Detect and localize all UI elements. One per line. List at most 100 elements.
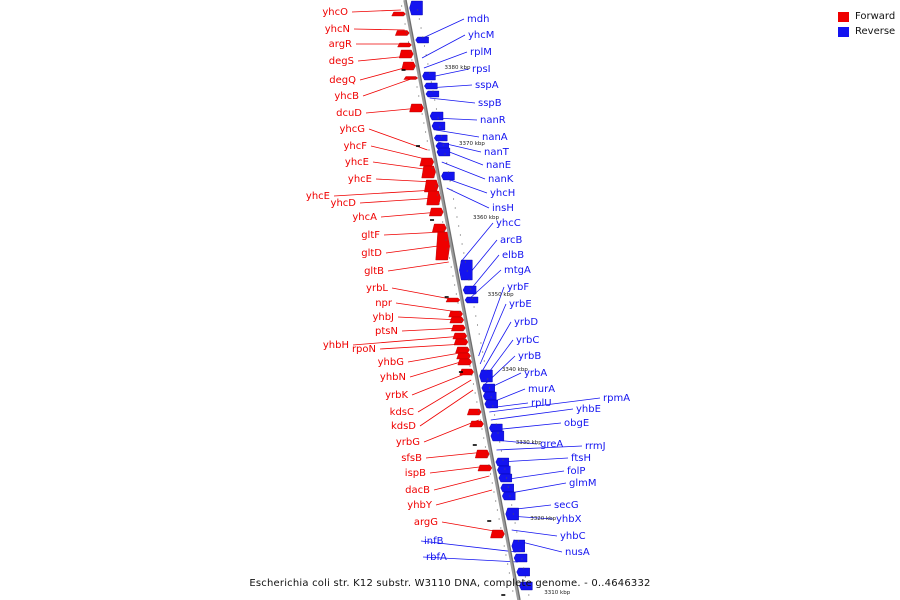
reverse-gene-block xyxy=(489,423,503,433)
leader-line xyxy=(421,34,466,59)
gene-label-argR: argR xyxy=(329,39,352,50)
leader-line xyxy=(441,161,486,180)
leader-line xyxy=(420,540,516,553)
reverse-gene-block xyxy=(459,259,473,281)
leader-line xyxy=(446,187,490,209)
reverse-gene-block xyxy=(415,36,429,44)
leader-line xyxy=(479,303,507,365)
gene-label-yhbJ: yhbJ xyxy=(372,312,394,323)
gene-label-yrbB: yrbB xyxy=(518,351,541,362)
tick-label: 3310 kbp xyxy=(544,590,570,596)
forward-gene-block xyxy=(448,310,463,318)
gene-label-sfsB: sfsB xyxy=(401,453,422,464)
forward-gene-block xyxy=(403,76,419,80)
gene-label-yrbA: yrbA xyxy=(524,368,547,379)
gene-label-folP: folP xyxy=(567,466,585,477)
gene-label-nanR: nanR xyxy=(480,115,506,126)
leader-line xyxy=(425,451,485,459)
gene-label-yhcE: yhcE xyxy=(306,191,330,202)
forward-gene-block xyxy=(451,324,466,332)
forward-gene-block xyxy=(401,61,416,71)
gene-label-infB: infB xyxy=(424,536,444,547)
gene-label-yhbX: yhbX xyxy=(556,514,582,525)
gene-label-glmM: glmM xyxy=(569,478,597,489)
gene-label-rplU: rplU xyxy=(531,398,552,409)
gene-label-yrbL: yrbL xyxy=(366,283,388,294)
gene-label-rbfA: rbfA xyxy=(426,552,447,563)
leader-line xyxy=(502,470,565,481)
reverse-gene-block xyxy=(462,285,477,295)
leader-line xyxy=(433,475,490,491)
map-caption: Escherichia coli str. K12 substr. W3110 … xyxy=(249,578,651,589)
leader-line xyxy=(359,197,437,204)
forward-gene-block xyxy=(477,464,493,472)
leader-line xyxy=(419,389,474,427)
leader-line xyxy=(401,327,462,332)
leader-line xyxy=(481,321,512,373)
reverse-gene-block xyxy=(516,567,530,577)
gene-label-greA: greA xyxy=(540,439,563,450)
leader-line xyxy=(490,408,574,421)
reverse-gene-block xyxy=(511,539,525,553)
gene-label-yrbE: yrbE xyxy=(509,299,532,310)
leader-line xyxy=(441,521,501,533)
gene-label-sspA: sspA xyxy=(475,80,499,91)
forward-gene-block xyxy=(394,30,410,36)
gene-label-rpmA: rpmA xyxy=(603,393,630,404)
forward-gene-block xyxy=(391,11,406,17)
gene-label-yrbC: yrbC xyxy=(516,335,539,346)
gene-label-secG: secG xyxy=(554,500,579,511)
leader-line xyxy=(372,161,432,171)
reverse-gene-block xyxy=(435,142,449,150)
gene-label-yhcD: yhcD xyxy=(331,198,357,209)
legend-forward-label: Forward xyxy=(855,11,896,22)
leader-line xyxy=(352,335,463,346)
gene-label-yhcM: yhcM xyxy=(468,30,494,41)
gene-label-yhbG: yhbG xyxy=(378,357,404,368)
leader-line xyxy=(370,145,430,161)
gene-label-yhcG: yhcG xyxy=(339,124,365,135)
leader-line xyxy=(422,556,518,563)
leader-line xyxy=(379,343,465,350)
forward-gene-block xyxy=(490,529,505,539)
leader-line xyxy=(407,351,466,363)
legend-item-forward: Forward xyxy=(838,9,898,24)
leader-line xyxy=(435,129,480,138)
gene-label-kdsD: kdsD xyxy=(391,421,416,432)
reverse-gene-block xyxy=(436,147,451,157)
forward-gene-block xyxy=(445,297,461,303)
gene-label-ftsH: ftsH xyxy=(571,453,591,464)
leader-line xyxy=(391,287,457,301)
gene-label-kdsC: kdsC xyxy=(390,407,414,418)
gene-label-yhbY: yhbY xyxy=(407,500,433,511)
gene-label-arcB: arcB xyxy=(500,235,523,246)
gene-label-yhcB: yhcB xyxy=(334,91,359,102)
leader-line xyxy=(417,379,472,413)
forward-gene-block xyxy=(435,231,450,261)
leader-line xyxy=(387,261,449,272)
gene-label-gltD: gltD xyxy=(361,248,382,259)
leader-line xyxy=(375,178,434,183)
leader-line xyxy=(460,222,494,263)
reverse-swatch xyxy=(838,26,849,37)
forward-gene-block xyxy=(429,207,444,217)
genome-backbone xyxy=(403,0,521,600)
reverse-gene-block xyxy=(429,111,444,121)
gene-label-dacB: dacB xyxy=(405,485,430,496)
gene-label-rrmJ: rrmJ xyxy=(585,441,606,452)
gene-label-rpsI: rpsI xyxy=(472,64,491,75)
reverse-gene-block xyxy=(464,296,479,304)
forward-gene-block xyxy=(455,346,470,354)
leader-line xyxy=(383,231,444,236)
tick-label: 3330 kbp xyxy=(516,440,542,446)
gene-label-gltB: gltB xyxy=(364,266,384,277)
leader-line xyxy=(467,269,502,301)
forward-gene-block xyxy=(421,165,436,179)
leader-line xyxy=(423,51,468,69)
legend-reverse-label: Reverse xyxy=(855,26,896,37)
gene-label-yrbD: yrbD xyxy=(514,317,538,328)
leader-line xyxy=(411,371,470,396)
gene-label-nanE: nanE xyxy=(486,160,511,171)
forward-gene-block xyxy=(453,338,469,346)
gene-label-nanK: nanK xyxy=(488,174,514,185)
